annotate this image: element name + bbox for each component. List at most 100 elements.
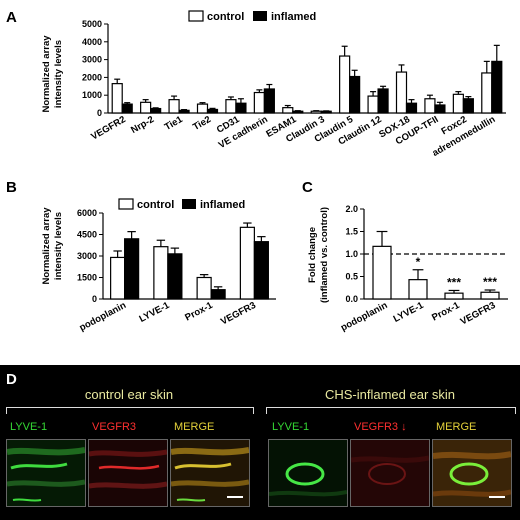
micrograph-control-merge-art — [171, 440, 249, 506]
micrograph-control-vegfr3 — [88, 439, 168, 507]
bar-inflamed-esam1 — [292, 110, 304, 114]
micrograph-inflamed-vegfr3-art — [351, 440, 429, 506]
panel-b-ylabel: Normalized array intensity levels — [41, 207, 64, 285]
bar-control-tie2 — [196, 103, 209, 114]
bar-inflamed-ve-cadherin — [263, 88, 275, 114]
y-tick-label: 4500 — [77, 230, 97, 240]
y-tick-label: 6000 — [77, 208, 97, 218]
x-tick-label: Tie2 — [191, 114, 213, 133]
channel-label-lyve1: LYVE-1 — [10, 421, 48, 433]
panel-b-legend: control inflamed — [118, 198, 245, 211]
micrograph-control-lyve1 — [6, 439, 86, 507]
bar-inflamed-foxc2 — [462, 98, 474, 114]
x-tick-label: VEGFR2 — [89, 114, 127, 143]
legend-label-control: control — [207, 11, 244, 23]
y-tick-label: 2000 — [82, 72, 102, 82]
bar-control-foxc2 — [452, 93, 464, 114]
bar-control-claudin-5 — [339, 55, 351, 114]
bar-control-esam1 — [282, 107, 294, 114]
bar-control-nrp-2 — [140, 101, 152, 114]
y-tick-label: 0.5 — [345, 272, 358, 282]
bar-inflamed-cd31 — [235, 102, 247, 114]
legend-swatch-control — [188, 10, 204, 22]
x-tick-label: Prox-1 — [183, 300, 215, 324]
bar-inflamed-prox-1 — [210, 289, 226, 300]
panel-b-letter: B — [6, 179, 17, 196]
group-title-control: control ear skin — [84, 387, 174, 402]
x-tick-label: Prox-1 — [430, 300, 462, 324]
bar-control-claudin-3 — [310, 110, 322, 114]
micrograph-control-vegfr3-art — [89, 440, 167, 506]
y-tick-label: 2.0 — [345, 204, 358, 214]
group-bracket-inflamed — [266, 407, 516, 414]
legend-swatch-control — [118, 198, 134, 210]
micrograph-control-lyve1-art — [7, 440, 85, 506]
bar-inflamed-adrenomedullin — [491, 60, 503, 114]
panel-c-plot: 0.0 0.5 1.0 1.5 2.0 podoplanin * LYVE-1 *** Prox-… — [339, 204, 508, 334]
y-tick-label: 1.0 — [345, 249, 358, 259]
panel-a-ylabel-line2: intensity levels — [53, 40, 64, 108]
bar-control-ve-cadherin — [253, 91, 265, 114]
legend-swatch-inflamed — [182, 199, 196, 209]
channel-label-vegfr3-down: VEGFR3 ↓ — [354, 421, 407, 433]
panel-c-ylabel-line1: Fold change — [307, 227, 318, 283]
panel-a-plot: 0 1000 2000 3000 4000 5000 VEGFR2 Nrp-2 Tie1 Tie2… — [82, 19, 506, 159]
bar-inflamed-vegfr3 — [253, 241, 269, 300]
scale-bar — [489, 496, 505, 498]
y-tick-label: 1000 — [82, 90, 102, 100]
bar-value-vegfr3 — [480, 291, 500, 300]
panel-a-ylabel-line1: Normalized array — [41, 35, 52, 113]
channel-label-vegfr3: VEGFR3 — [92, 421, 137, 433]
panel-d-letter: D — [6, 371, 17, 388]
group-bracket-control — [6, 407, 254, 414]
scale-bar — [227, 496, 243, 498]
x-tick-label: Tie1 — [163, 114, 185, 133]
panel-a-letter: A — [6, 9, 17, 26]
legend-label-control: control — [137, 199, 174, 211]
micrograph-control-merge — [170, 439, 250, 507]
bar-control-coup-tfii — [424, 98, 436, 114]
bar-inflamed-coup-tfii — [434, 104, 446, 114]
panel-b-ylabel-line1: Normalized array — [41, 207, 52, 285]
panel-c-letter: C — [302, 179, 313, 196]
micrograph-inflamed-merge — [432, 439, 512, 507]
significance-label: * — [416, 255, 421, 269]
bar-control-claudin-12 — [367, 95, 379, 114]
bar-inflamed-tie2 — [206, 108, 219, 114]
panel-b-ylabel-line2: intensity levels — [53, 212, 64, 280]
y-tick-label: 1.5 — [345, 227, 358, 237]
bar-control-vegfr3 — [239, 226, 255, 300]
channel-label-merge: MERGE — [174, 421, 215, 433]
bar-inflamed-tie1 — [178, 109, 190, 114]
y-tick-label: 1500 — [77, 273, 97, 283]
bar-control-sox-18 — [395, 71, 408, 114]
micrograph-inflamed-lyve1 — [268, 439, 348, 507]
y-tick-label: 0 — [97, 108, 102, 118]
x-tick-label: Nrp-2 — [129, 114, 156, 136]
legend-swatch-inflamed — [253, 11, 267, 21]
significance-label: *** — [483, 275, 497, 289]
y-tick-label: 4000 — [82, 37, 102, 47]
bar-inflamed-nrp-2 — [150, 107, 162, 114]
y-tick-label: 3000 — [77, 251, 97, 261]
channel-label-merge: MERGE — [436, 421, 477, 433]
y-tick-label: 0.0 — [345, 294, 358, 304]
legend-label-inflamed: inflamed — [200, 199, 245, 211]
panel-d-micrographs: D control ear skin CHS-inflamed ear skin… — [0, 365, 520, 520]
bar-inflamed-claudin-3 — [320, 110, 332, 114]
micrograph-inflamed-lyve1-art — [269, 440, 347, 506]
micrograph-inflamed-merge-art — [433, 440, 511, 506]
bar-value-prox-1 — [444, 292, 464, 300]
bar-inflamed-claudin-12 — [377, 88, 389, 114]
x-tick-label: VEGFR3 — [459, 300, 498, 328]
bar-inflamed-vegfr2 — [121, 103, 133, 114]
bar-inflamed-lyve-1 — [167, 253, 183, 300]
panel-c-ylabel-line2: (inflamed vs. control) — [319, 207, 330, 303]
micrograph-inflamed-vegfr3 — [350, 439, 430, 507]
panel-a-ylabel: Normalized array intensity levels — [41, 35, 64, 113]
bar-control-adrenomedullin — [481, 72, 493, 114]
x-tick-label: VEGFR3 — [219, 300, 258, 328]
y-tick-label: 3000 — [82, 55, 102, 65]
significance-label: *** — [447, 275, 461, 289]
figure-charts: A Normalized array intensity levels cont… — [6, 9, 508, 334]
